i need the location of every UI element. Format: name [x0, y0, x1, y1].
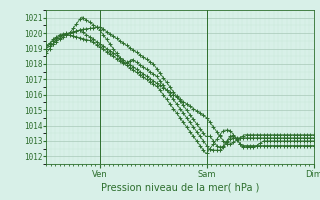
X-axis label: Pression niveau de la mer( hPa ): Pression niveau de la mer( hPa ) [101, 183, 259, 193]
